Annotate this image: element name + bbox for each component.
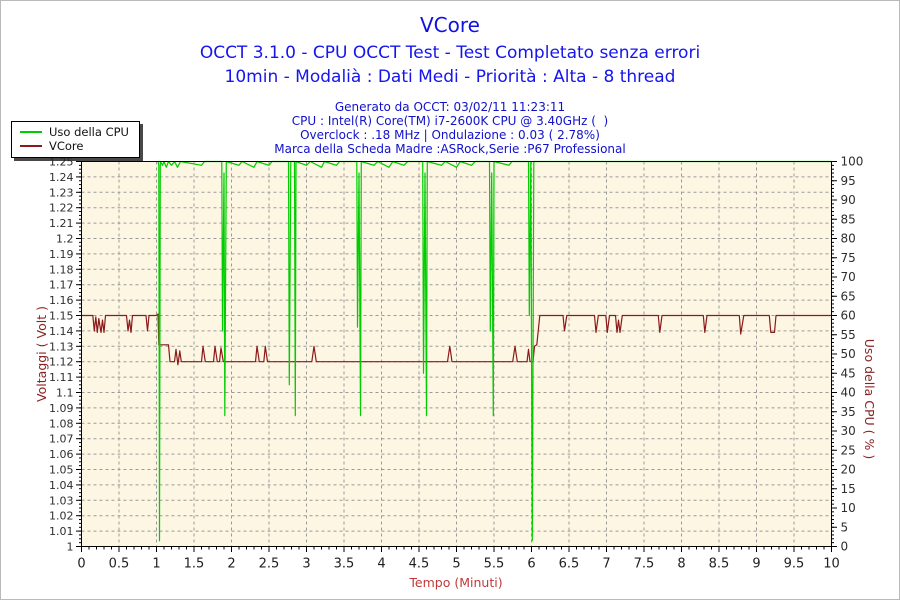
y-left-tick-label: 1.08 (49, 417, 74, 430)
y-left-tick-label: 1.21 (49, 217, 74, 230)
legend: Uso della CPU VCore (11, 121, 140, 158)
y-right-tick-label: 75 (841, 251, 856, 265)
y-left-tick-label: 1.04 (49, 479, 74, 492)
y-left-tick-label: 1.1 (56, 387, 74, 400)
y-right-tick-label: 95 (841, 174, 856, 188)
legend-label-cpu-usage: Uso della CPU (49, 125, 129, 139)
y-left-tick-label: 1.06 (49, 448, 74, 461)
y-left-tick-label: 1.14 (49, 325, 74, 338)
x-tick-label: 9.5 (784, 557, 805, 572)
x-tick-label: 4.5 (409, 557, 430, 572)
x-axis-title: Tempo (Minuti) (408, 575, 502, 590)
y-left-tick-label: 1.25 (49, 156, 74, 169)
y-left-tick-label: 1.17 (49, 279, 74, 292)
y-left-tick-label: 1.15 (49, 310, 74, 323)
y-left-tick-label: 1.16 (49, 294, 74, 307)
y-left-tick-label: 1.24 (49, 171, 74, 184)
x-tick-label: 7.5 (634, 557, 655, 572)
cpu-info: CPU : Intel(R) Core(TM) i7-2600K CPU @ 3… (291, 114, 609, 128)
test-settings-subtitle: 10min - Modalià : Dati Medi - Priorità :… (224, 67, 676, 87)
y-left-tick-label: 1.02 (49, 510, 74, 523)
motherboard-info: Marca della Scheda Madre :ASRock,Serie :… (274, 142, 626, 156)
y-left-tick-label: 1.22 (49, 202, 74, 215)
y-axis-title-left: Voltaggi ( Volt ) (34, 306, 49, 402)
x-tick-label: 1.5 (184, 557, 205, 572)
y-left-tick-label: 1.19 (49, 248, 74, 261)
y-right-tick-label: 5 (841, 520, 849, 534)
x-tick-label: 1 (152, 557, 160, 572)
y-left-tick-label: 1.01 (49, 525, 74, 538)
y-right-tick-label: 0 (841, 540, 849, 554)
y-right-tick-label: 100 (841, 155, 864, 169)
y-right-tick-label: 55 (841, 328, 856, 342)
x-tick-label: 0.5 (109, 557, 130, 572)
y-right-tick-label: 10 (841, 501, 856, 515)
x-tick-label: 10 (823, 557, 840, 572)
x-tick-label: 6 (527, 557, 535, 572)
x-tick-label: 3.5 (334, 557, 355, 572)
x-tick-label: 0 (77, 557, 85, 572)
y-right-tick-label: 20 (841, 463, 856, 477)
y-right-tick-label: 50 (841, 347, 856, 361)
legend-label-vcore: VCore (49, 139, 84, 153)
legend-item-vcore: VCore (20, 139, 129, 153)
y-right-tick-label: 35 (841, 405, 856, 419)
x-tick-label: 8 (677, 557, 685, 572)
y-left-tick-label: 1 (67, 541, 74, 554)
y-right-tick-label: 65 (841, 289, 856, 303)
y-left-tick-label: 1.07 (49, 433, 74, 446)
overclock-info: Overclock : .18 MHz | Ondulazione : 0.03… (300, 128, 600, 142)
y-left-tick-label: 1.2 (56, 233, 74, 246)
y-left-tick-label: 1.09 (49, 402, 74, 415)
y-right-tick-label: 70 (841, 270, 856, 284)
page-title: VCore (420, 13, 480, 37)
x-tick-label: 9 (752, 557, 760, 572)
series-vcore (81, 313, 832, 366)
y-right-tick-label: 85 (841, 212, 856, 226)
x-tick-label: 5 (452, 557, 460, 572)
y-right-tick-label: 15 (841, 482, 856, 496)
line-chart: 0 0.5 1 1.5 2 2.5 3 3.5 4 4.5 5 5.5 6 6.5 7 7.5 8 8.5 9 9.5… (34, 155, 877, 591)
series-uso-della-cpu (157, 160, 832, 542)
x-tick-label: 5.5 (484, 557, 505, 572)
y-right-tick-label: 60 (841, 309, 856, 323)
x-tick-label: 2.5 (259, 557, 280, 572)
y-left-tick-label: 1.03 (49, 494, 74, 507)
x-tick-label: 8.5 (709, 557, 730, 572)
x-tick-label: 3 (302, 557, 310, 572)
x-tick-label: 6.5 (559, 557, 580, 572)
y-right-tick-label: 25 (841, 443, 856, 457)
legend-item-cpu-usage: Uso della CPU (20, 125, 129, 139)
y-left-tick-label: 1.11 (49, 371, 74, 384)
y-axis-title-right: Uso della CPU ( % ) (862, 339, 877, 459)
generated-info: Generato da OCCT: 03/02/11 11:23:11 (334, 100, 566, 114)
y-left-tick-label: 1.13 (49, 340, 74, 353)
y-right-tick-label: 80 (841, 232, 856, 246)
y-right-tick-label: 40 (841, 386, 856, 400)
x-tick-label: 7 (602, 557, 610, 572)
vcore-line-swatch (20, 145, 42, 147)
y-left-tick-label: 1.18 (49, 263, 74, 276)
y-left-tick-label: 1.23 (49, 186, 74, 199)
y-left-tick-label: 1.05 (49, 464, 74, 477)
test-result-subtitle: OCCT 3.1.0 - CPU OCCT Test - Test Comple… (199, 43, 701, 63)
cpu-usage-line-swatch (20, 131, 42, 133)
x-tick-label: 4 (377, 557, 385, 572)
x-tick-label: 2 (227, 557, 235, 572)
y-left-tick-label: 1.12 (49, 356, 74, 369)
y-right-tick-label: 45 (841, 366, 856, 380)
y-right-tick-label: 30 (841, 424, 856, 438)
y-right-tick-label: 90 (841, 193, 856, 207)
